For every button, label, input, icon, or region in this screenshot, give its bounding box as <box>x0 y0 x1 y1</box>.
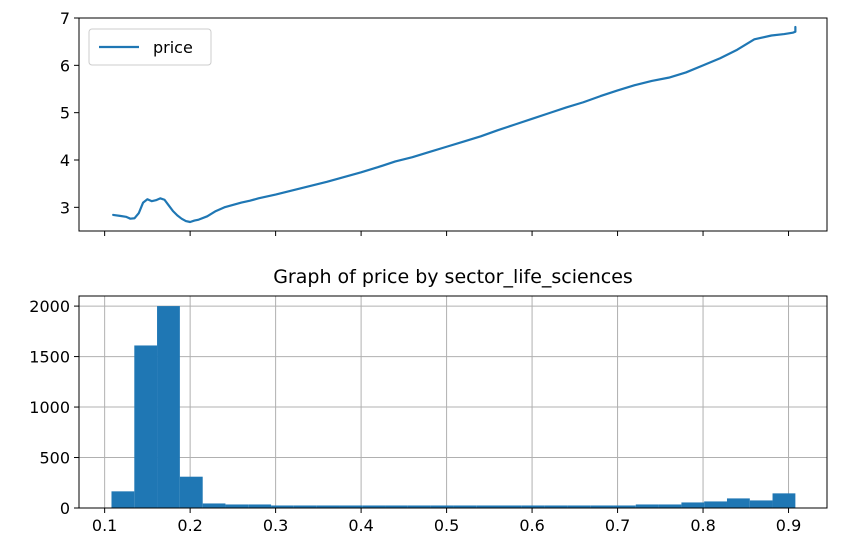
histogram-y-tick-label: 2000 <box>29 297 70 316</box>
line-y-tick-label: 4 <box>60 151 70 170</box>
line-x-ticks <box>104 231 790 236</box>
histogram-bar <box>430 505 454 508</box>
histogram-y-tick-label: 1000 <box>29 398 70 417</box>
histogram-x-tick-label: 0.8 <box>690 516 715 535</box>
histogram-x-tick-label: 0.3 <box>263 516 288 535</box>
line-y-tick-label: 3 <box>60 198 70 217</box>
histogram-bar <box>111 491 135 508</box>
histogram-y-tick-label: 1500 <box>29 348 70 367</box>
line-plot-frame <box>78 17 828 232</box>
histogram-bar <box>385 505 408 508</box>
histogram-plot-background <box>79 296 827 508</box>
histogram-bar <box>157 306 180 508</box>
histogram-bar <box>704 501 727 508</box>
histogram-bar <box>476 505 499 508</box>
histogram-x-tick-label: 0.4 <box>348 516 373 535</box>
histogram-x-tick-label: 0.7 <box>605 516 630 535</box>
histogram-bar <box>772 493 796 508</box>
histogram-y-ticks: 0 500 1000 1500 2000 <box>29 297 79 518</box>
line-series-group <box>112 25 797 224</box>
histogram-bar <box>521 505 545 508</box>
histogram-plot-frame <box>78 295 828 509</box>
histogram-bar <box>590 505 614 508</box>
histogram-bar <box>613 505 636 508</box>
histogram-bar <box>316 505 340 508</box>
histogram-x-ticks: 0.1 0.2 0.3 0.4 0.5 0.6 0.7 0.8 0.9 <box>92 508 801 535</box>
histogram-bar <box>635 504 659 508</box>
histogram-bar <box>658 504 682 508</box>
legend-box <box>88 28 212 66</box>
histogram-bar <box>544 505 568 508</box>
histogram-bar <box>248 504 272 508</box>
line-y-tick-label: 6 <box>60 56 70 75</box>
histogram-x-tick-label: 0.1 <box>92 516 117 535</box>
histogram-x-tick-label: 0.9 <box>776 516 801 535</box>
histogram-bar <box>293 505 317 508</box>
legend-label-price: price <box>153 38 193 57</box>
histogram-bar <box>271 505 294 508</box>
histogram-x-tick-label: 0.2 <box>177 516 202 535</box>
histogram-bar <box>339 505 363 508</box>
price-series-line <box>112 25 797 224</box>
line-y-ticks: 3 4 5 6 7 <box>60 9 79 217</box>
histogram-y-tick-label: 0 <box>60 499 70 518</box>
legend: price <box>88 28 212 66</box>
histogram-x-tick-label: 0.6 <box>519 516 544 535</box>
histogram-bar <box>225 504 249 508</box>
histogram-bar <box>179 476 203 508</box>
histogram-bar <box>453 505 477 508</box>
histogram-bar <box>362 505 386 508</box>
histogram-bar <box>749 500 773 508</box>
price-line-panel: 3 4 5 6 7 price <box>60 9 828 236</box>
line-y-tick-label: 7 <box>60 9 70 28</box>
histogram-bar <box>407 505 431 508</box>
line-y-tick-label: 5 <box>60 104 70 123</box>
histogram-y-tick-label: 500 <box>39 449 70 468</box>
histogram-bar <box>134 345 158 508</box>
histogram-panel: Graph of price by sector_life_sciences 0… <box>29 266 828 535</box>
histogram-bar <box>498 505 522 508</box>
histogram-bar <box>567 505 591 508</box>
histogram-bar <box>202 503 226 508</box>
histogram-title: Graph of price by sector_life_sciences <box>273 266 633 288</box>
histogram-bar <box>726 498 750 508</box>
histogram-bars <box>111 306 796 508</box>
histogram-bar <box>681 502 705 508</box>
histogram-x-tick-label: 0.5 <box>434 516 459 535</box>
